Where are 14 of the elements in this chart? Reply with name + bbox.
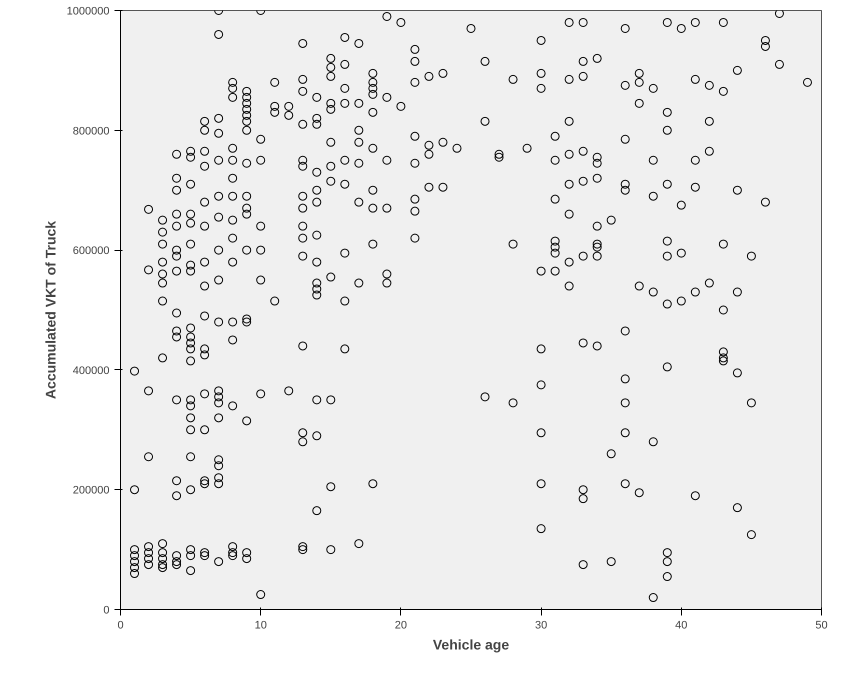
y-tick-label: 0	[103, 604, 110, 616]
x-tick-label: 30	[534, 620, 548, 632]
x-tick-label: 20	[394, 620, 408, 632]
y-tick-label: 200000	[72, 484, 110, 497]
x-tick-label: 10	[254, 620, 267, 632]
x-tick-label: 40	[675, 620, 688, 632]
x-axis-title: Vehicle age	[432, 636, 510, 652]
y-tick-label: 600000	[72, 245, 110, 258]
y-axis-title: Accumulated VKT of Truck	[42, 220, 59, 400]
y-tick-label: 400000	[72, 364, 110, 377]
y-tick-label: 800000	[72, 125, 110, 138]
x-tick-label: 0	[117, 620, 124, 632]
y-tick-label: 1000000	[66, 6, 110, 18]
x-tick-label: 50	[815, 620, 828, 632]
